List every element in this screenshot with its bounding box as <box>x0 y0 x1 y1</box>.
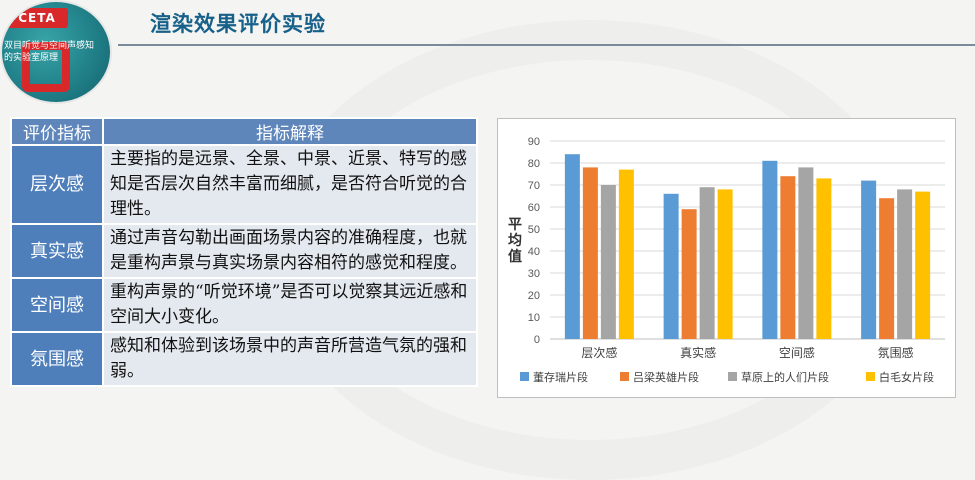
indicator-description: 重构声景的“听觉环境”是否可以觉察其远近感和空间大小变化。 <box>102 277 478 333</box>
y-tick-label: 50 <box>528 224 540 236</box>
legend-swatch <box>520 372 529 381</box>
x-tick-label: 氛围感 <box>878 345 914 360</box>
y-tick-label: 60 <box>528 202 540 214</box>
y-tick-label: 0 <box>534 334 540 346</box>
table-row: 氛围感 感知和体验到该场景中的声音所营造气氛的强和弱。 <box>10 331 478 387</box>
table-header-indicator: 评价指标 <box>10 117 104 146</box>
table-header-explanation: 指标解释 <box>102 117 478 146</box>
bar-2 <box>582 167 598 339</box>
legend-swatch <box>620 372 629 381</box>
y-tick-label: 80 <box>528 158 540 170</box>
table-header-row: 评价指标 指标解释 <box>10 117 478 146</box>
logo-text-line1: 双目听觉与空间声感知 <box>4 41 95 51</box>
bar-3 <box>798 167 814 339</box>
y-tick-label: 40 <box>528 246 540 258</box>
bar-1 <box>861 180 877 339</box>
table-row: 真实感 通过声音勾勒出画面场景内容的准确程度，也就是重构声景与真实场景内容相符的… <box>10 223 478 279</box>
logo-text-line2: 的实验室原理 <box>4 53 59 63</box>
indicator-name: 氛围感 <box>10 331 104 387</box>
ceta-logo: CETA 双目听觉与空间声感知 的实验室原理 <box>0 0 112 104</box>
indicator-name: 真实感 <box>10 223 104 279</box>
bar-1 <box>564 154 580 339</box>
y-tick-label: 70 <box>528 180 540 192</box>
y-tick-label: 30 <box>528 268 540 280</box>
bar-2 <box>681 209 697 339</box>
y-axis-label-char: 均 <box>508 232 522 249</box>
indicator-description: 主要指的是远景、全景、中景、近景、特写的感知是否层次自然丰富而细腻，是否符合听觉… <box>102 144 478 225</box>
bar-2 <box>780 176 796 339</box>
bar-3 <box>600 185 616 339</box>
y-tick-label: 20 <box>528 290 540 302</box>
logo-shape <box>22 42 70 92</box>
legend-label: 董存瑞片段 <box>533 370 588 384</box>
title-divider <box>118 44 975 46</box>
bar-4 <box>618 169 634 339</box>
legend-label: 草原上的人们片段 <box>741 370 829 384</box>
y-axis-label-char: 平 <box>508 217 522 233</box>
bar-2 <box>879 198 895 339</box>
bar-3 <box>897 189 913 339</box>
legend-swatch <box>728 372 737 381</box>
legend-swatch <box>866 372 875 381</box>
bar-4 <box>717 189 733 339</box>
bar-1 <box>762 160 778 339</box>
bar-3 <box>699 187 715 339</box>
x-tick-label: 空间感 <box>779 345 815 360</box>
bar-chart: 0 10 20 30 40 50 60 70 80 90 平均值层次感 真实感 空间感 氛围感董存瑞片段 吕… <box>497 118 956 398</box>
y-tick-label: 10 <box>528 312 540 324</box>
logo-mark: CETA <box>6 8 68 28</box>
slide-title: 渲染效果评价实验 <box>150 12 326 36</box>
indicator-name: 空间感 <box>10 277 104 333</box>
legend-label: 吕梁英雄片段 <box>633 370 699 384</box>
bar-4 <box>816 178 832 339</box>
table-row: 层次感 主要指的是远景、全景、中景、近景、特写的感知是否层次自然丰富而细腻，是否… <box>10 144 478 225</box>
y-axis-label-char: 值 <box>508 248 522 265</box>
bar-1 <box>663 193 679 339</box>
indicator-description: 通过声音勾勒出画面场景内容的准确程度，也就是重构声景与真实场景内容相符的感觉和程… <box>102 223 478 279</box>
bar-4 <box>915 191 931 339</box>
y-tick-label: 90 <box>528 136 540 148</box>
indicator-table: 评价指标 指标解释 层次感 主要指的是远景、全景、中景、近景、特写的感知是否层次… <box>10 117 478 387</box>
indicator-description: 感知和体验到该场景中的声音所营造气氛的强和弱。 <box>102 331 478 387</box>
x-tick-label: 真实感 <box>680 345 716 360</box>
indicator-name: 层次感 <box>10 144 104 225</box>
legend-label: 白毛女片段 <box>879 370 934 384</box>
x-tick-label: 层次感 <box>581 345 617 360</box>
table-row: 空间感 重构声景的“听觉环境”是否可以觉察其远近感和空间大小变化。 <box>10 277 478 333</box>
